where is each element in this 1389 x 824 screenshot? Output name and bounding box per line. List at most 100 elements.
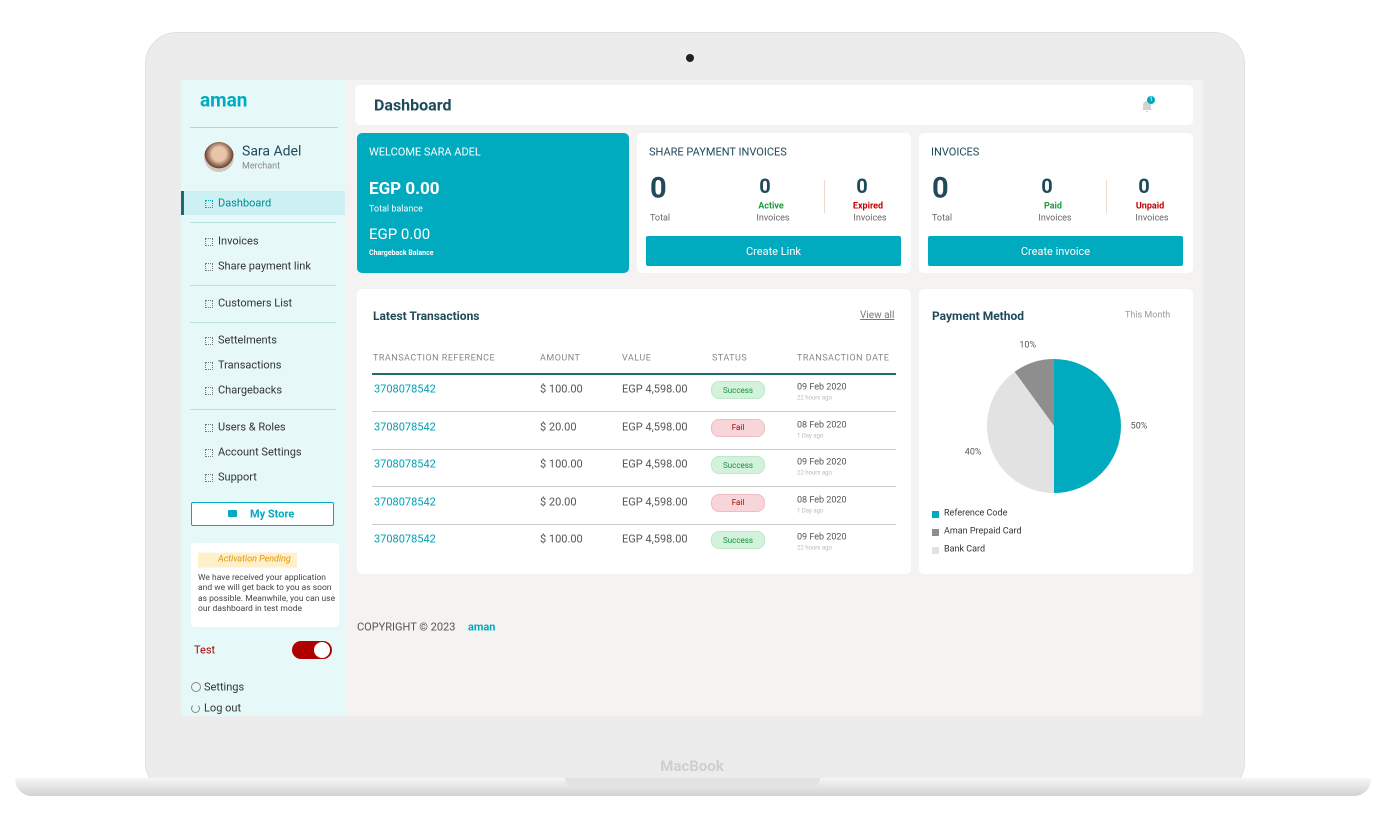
column-header[interactable]: TRANSACTION DATE <box>797 353 890 364</box>
menu-icon <box>205 362 213 370</box>
row-separator <box>372 486 896 487</box>
legend-swatch <box>932 547 939 554</box>
card-button[interactable]: Create Link <box>646 236 901 266</box>
card-button[interactable]: Create invoice <box>928 236 1183 266</box>
menu-item[interactable]: Chargebacks <box>218 383 283 397</box>
reference[interactable]: 3708078542 <box>374 494 436 508</box>
notification-count: 1 <box>1147 96 1155 104</box>
header-bar <box>355 85 1193 125</box>
camera <box>686 54 694 62</box>
status-badge: Success <box>711 531 765 549</box>
date-ago: 22 hours ago <box>797 544 832 552</box>
row-separator <box>372 523 896 525</box>
my-store-button[interactable] <box>191 502 334 526</box>
status-badge: Fail <box>711 418 765 437</box>
activation-badge: Activation Pending <box>198 552 297 568</box>
menu-item[interactable]: Transactions <box>218 358 282 372</box>
user-name: Sara Adel <box>242 143 302 160</box>
store-icon <box>228 510 237 517</box>
status-badge: Fail <box>711 493 765 512</box>
reference[interactable]: 3708078542 <box>374 419 436 433</box>
total-value: 0 <box>932 171 949 206</box>
welcome-title: WELCOME SARA ADEL <box>369 145 481 159</box>
menu-icon <box>205 238 213 246</box>
menu-item[interactable]: Customers List <box>218 296 293 310</box>
transactions-card <box>357 289 911 574</box>
stat-label: Invoices <box>853 213 887 224</box>
stat-status: Paid <box>1043 201 1063 212</box>
stat-label: Invoices <box>1135 213 1169 224</box>
divider <box>190 222 336 223</box>
divider <box>190 409 336 410</box>
column-header[interactable]: STATUS <box>712 353 748 364</box>
chargeback-label: Chargeback Balance <box>369 248 434 257</box>
settings-icon <box>191 682 201 692</box>
column-header[interactable]: AMOUNT <box>540 353 581 364</box>
amount: $ 20.00 <box>540 419 577 433</box>
menu-item[interactable]: Support <box>218 470 257 484</box>
total-balance: EGP 0.00 <box>369 178 440 199</box>
card-title: SHARE PAYMENT INVOICES <box>649 145 787 159</box>
stat-status: Unpaid <box>1135 201 1165 212</box>
chart-title: Payment Method <box>932 308 1024 323</box>
column-header[interactable]: VALUE <box>622 353 652 364</box>
stat-status: Expired <box>852 201 884 212</box>
active-indicator <box>181 191 184 215</box>
stat-value: 0 <box>759 174 771 198</box>
menu-icon <box>205 474 213 482</box>
menu-icon <box>205 387 213 395</box>
value: EGP 4,598.00 <box>622 457 688 471</box>
date: 09 Feb 2020 <box>797 457 847 468</box>
menu-icon <box>205 300 213 308</box>
settings-link[interactable]: Settings <box>204 680 245 694</box>
column-header[interactable]: TRANSACTION REFERENCE <box>373 353 496 364</box>
my-store-label[interactable]: My Store <box>250 507 295 521</box>
menu-icon <box>205 263 213 271</box>
laptop-base <box>15 778 1371 796</box>
menu-item[interactable]: Users & Roles <box>218 420 286 434</box>
table-header-line <box>372 373 896 375</box>
menu-item[interactable]: Share payment link <box>218 259 311 273</box>
laptop-notch <box>565 778 820 786</box>
date: 09 Feb 2020 <box>797 532 847 543</box>
stat-label: Invoices <box>1038 213 1072 224</box>
legend-label: Aman Prepaid Card <box>944 526 1022 537</box>
slice-label: 40% <box>965 448 982 458</box>
row-separator <box>372 448 896 450</box>
divider <box>1106 180 1107 213</box>
device-label: MacBook <box>660 757 724 775</box>
transactions-title: Latest Transactions <box>373 308 480 323</box>
amount: $ 100.00 <box>540 382 583 396</box>
menu-item[interactable]: Account Settings <box>218 445 302 459</box>
date-ago: 22 hours ago <box>797 394 832 402</box>
reference[interactable]: 3708078542 <box>374 382 436 396</box>
total-balance-label: Total balance <box>369 204 423 215</box>
pie-slice <box>1054 359 1121 493</box>
logout-link[interactable]: Log out <box>204 701 242 715</box>
date-ago: 1 Day ago <box>797 506 824 514</box>
slice-label: 10% <box>1019 341 1036 351</box>
date: 08 Feb 2020 <box>797 420 847 431</box>
view-all-link[interactable]: View all <box>860 310 895 321</box>
activation-message: We have received your application and we… <box>198 573 336 614</box>
amount: $ 100.00 <box>540 532 583 546</box>
amount: $ 20.00 <box>540 494 577 508</box>
stat-value: 0 <box>1138 174 1150 198</box>
menu-item[interactable]: Invoices <box>218 234 259 248</box>
total-label: Total <box>932 213 953 224</box>
legend-swatch <box>932 529 939 536</box>
menu-icon <box>205 200 213 208</box>
amount: $ 100.00 <box>540 457 583 471</box>
stat-value: 0 <box>1041 174 1053 198</box>
menu-item[interactable]: Settelments <box>218 333 277 347</box>
period-filter[interactable]: This Month <box>1125 310 1171 321</box>
reference[interactable]: 3708078542 <box>374 457 436 471</box>
legend-label: Bank Card <box>944 544 986 555</box>
divider <box>190 322 336 323</box>
reference[interactable]: 3708078542 <box>374 532 436 546</box>
stat-label: Invoices <box>756 213 790 224</box>
menu-item[interactable]: Dashboard <box>218 196 272 210</box>
pie-chart: 50% 10% 40% <box>965 341 1148 493</box>
value: EGP 4,598.00 <box>622 532 688 546</box>
